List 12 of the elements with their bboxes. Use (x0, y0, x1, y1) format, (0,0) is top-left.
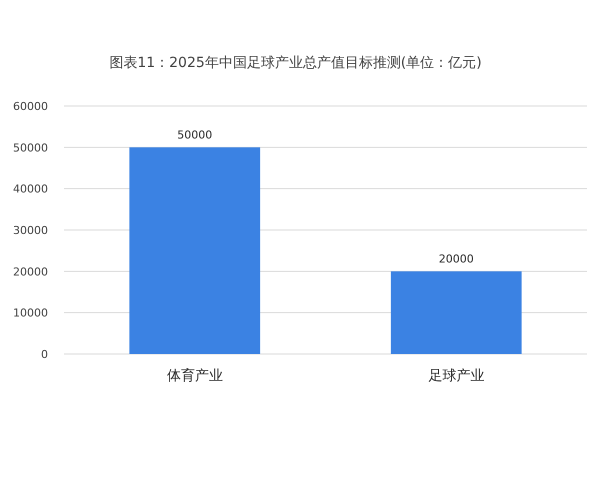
y-tick-label: 40000 (13, 182, 48, 196)
y-tick-label: 20000 (13, 265, 48, 278)
y-tick-label: 0 (41, 348, 48, 361)
chart-title: 图表11：2025年中国足球产业总产值目标推测(单位：亿元) (109, 55, 482, 71)
y-tick-label: 30000 (13, 224, 48, 237)
x-tick-label: 足球产业 (428, 368, 484, 384)
x-tick-label: 体育产业 (166, 367, 223, 384)
data-label: 50000 (177, 128, 212, 142)
y-tick-label: 60000 (13, 100, 48, 113)
y-tick-label: 50000 (13, 141, 48, 154)
data-label: 20000 (438, 252, 474, 266)
y-tick-label: 10000 (13, 306, 48, 320)
